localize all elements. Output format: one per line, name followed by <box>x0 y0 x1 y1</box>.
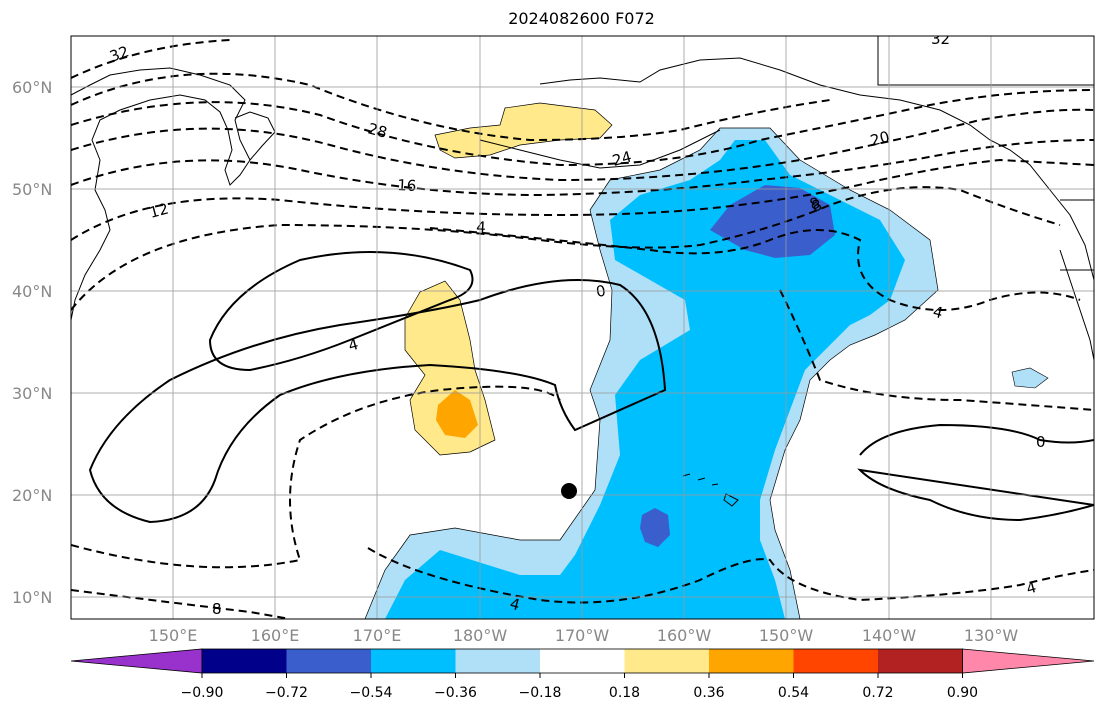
colorbar-tick-label: −0.36 <box>434 685 477 701</box>
longitude-labels: 150°E 160°E 170°E 180°W 170°W 160°W 150°… <box>149 626 1019 645</box>
colorbar-tick-label: 0.36 <box>693 685 724 701</box>
hawaii-islands <box>682 473 739 507</box>
colorbar-extend-right <box>962 648 1095 674</box>
colorbar-extend-left <box>70 648 203 674</box>
contours-dashed <box>71 39 1094 619</box>
contour-label: 28 <box>366 119 389 141</box>
contour-label: 16 <box>397 176 417 195</box>
contour-label: 24 <box>610 148 633 170</box>
lon-label: 170°W <box>555 626 610 645</box>
colorbar-segment <box>709 649 794 673</box>
aleutian-chain <box>479 129 721 169</box>
contour-label: 0 <box>1036 433 1046 451</box>
colorbar-tick-label: −0.54 <box>350 685 393 701</box>
map-frame <box>70 35 1095 620</box>
gridlines <box>71 36 1094 619</box>
contour-20 <box>71 108 1094 182</box>
plot-title: 2024082600 F072 <box>508 9 655 28</box>
lat-label: 50°N <box>12 180 52 199</box>
contour-4-sw <box>71 385 561 569</box>
colorbar-tick-label: −0.90 <box>181 685 224 701</box>
colorbar-tick-label: 0.90 <box>947 685 978 701</box>
contour-4-equator <box>367 547 1094 604</box>
border-line-2 <box>1060 199 1094 271</box>
alaska-coastline <box>539 57 1094 281</box>
colorbar-tick-label: 0.72 <box>862 685 893 701</box>
position-marker <box>561 483 577 499</box>
colorbar-segment <box>455 649 540 673</box>
orange-region <box>436 390 478 438</box>
lat-label: 30°N <box>12 384 52 403</box>
contour-4-north <box>429 227 1081 311</box>
contour-label: 4 <box>1024 578 1038 598</box>
lon-label: 130°W <box>964 626 1019 645</box>
lon-label: 160°W <box>657 626 712 645</box>
contour-label: 4 <box>931 302 945 322</box>
latitude-labels: 60°N 50°N 40°N 30°N 20°N 10°N <box>12 78 52 607</box>
contour-label: 32 <box>107 42 131 65</box>
north-america-west-coast <box>1059 249 1094 361</box>
contour-0-west <box>88 279 667 524</box>
contour-16 <box>71 139 1094 197</box>
shaded-field-negative <box>364 127 1049 619</box>
colorbar-segment <box>286 649 371 673</box>
contour-32 <box>71 39 231 79</box>
contours-solid <box>88 251 1094 524</box>
map-plot-area: 32 28 24 20 16 12 8 4 0 4 4 0 4 8 4 8 32 <box>71 30 1094 619</box>
contour-4-west-loop <box>208 251 474 372</box>
colorbar-segment <box>371 649 456 673</box>
lat-label: 60°N <box>12 78 52 97</box>
colorbar-segment <box>878 649 963 673</box>
contour-label: 8 <box>212 600 222 618</box>
lon-label: 140°W <box>862 626 917 645</box>
lon-label: 170°E <box>353 626 402 645</box>
shaded-field-positive <box>404 102 613 456</box>
medium-blue-region-north <box>710 185 835 258</box>
colorbar-segment <box>793 649 878 673</box>
colorbar-segment <box>540 649 625 673</box>
border-line <box>877 36 1094 86</box>
colorbar-segment <box>624 649 709 673</box>
contour-labels: 32 28 24 20 16 12 8 4 0 4 4 0 4 8 4 8 32 <box>107 30 1046 618</box>
contour-label: 4 <box>508 594 522 614</box>
contour-label: 12 <box>147 200 170 222</box>
kamchatka-coastline <box>234 111 276 161</box>
colorbar: −0.90 −0.72 −0.54 −0.36 −0.18 0.18 0.36 … <box>70 648 1095 701</box>
colorbar-tick-label: 0.54 <box>778 685 809 701</box>
colorbar-tick-label: −0.72 <box>265 685 308 701</box>
cyan-region <box>385 140 905 619</box>
lon-label: 150°W <box>759 626 814 645</box>
lat-label: 10°N <box>12 588 52 607</box>
contour-4-south <box>779 289 1094 411</box>
contour-28 <box>71 72 831 142</box>
contour-label: 20 <box>868 128 891 150</box>
contour-12 <box>71 158 1094 241</box>
lon-label: 160°E <box>251 626 300 645</box>
lon-label: 150°E <box>149 626 198 645</box>
colorbar-frame <box>201 648 963 674</box>
lon-label: 180°W <box>453 626 508 645</box>
contour-label: 4 <box>346 335 360 355</box>
light-blue-small-region <box>1011 367 1049 389</box>
contour-label: 32 <box>931 30 950 48</box>
colorbar-segment <box>202 649 287 673</box>
colorbar-ticks <box>201 673 963 678</box>
contour-0-east <box>857 423 1094 522</box>
yellow-region-north <box>434 102 613 159</box>
medium-blue-region-south <box>640 508 670 547</box>
contour-label: 4 <box>476 218 486 236</box>
lat-label: 20°N <box>12 486 52 505</box>
colorbar-tick-label: 0.18 <box>609 685 640 701</box>
lat-label: 40°N <box>12 282 52 301</box>
contour-8-south <box>71 589 291 619</box>
colorbar-tick-label: −0.18 <box>519 685 562 701</box>
contour-24 <box>71 89 1094 167</box>
